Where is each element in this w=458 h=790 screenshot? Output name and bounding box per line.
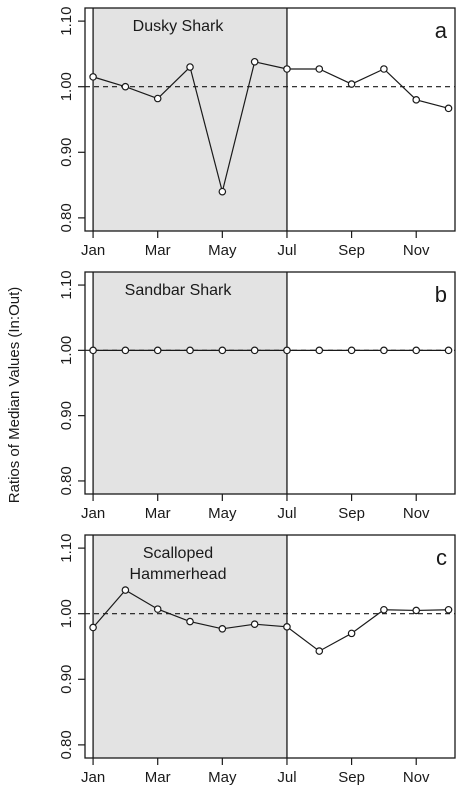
data-point [89, 623, 97, 632]
shaded-period [93, 272, 287, 494]
x-tick-label: Sep [338, 769, 365, 786]
x-tick-label: Mar [145, 769, 171, 786]
data-point [153, 94, 162, 103]
y-axis-label: Ratios of Median Values (In:Out) [6, 287, 23, 504]
plot-frame [84, 271, 456, 495]
data-point [121, 82, 130, 91]
series-line [92, 61, 449, 192]
data-point [186, 63, 194, 71]
x-tick-label: Jan [81, 505, 105, 522]
data-point [412, 606, 421, 615]
data-point [186, 346, 194, 355]
x-tick-label: Jul [277, 505, 296, 522]
x-tick-label: Jul [277, 242, 296, 259]
x-tick-label: Mar [145, 242, 171, 259]
x-tick-label: May [208, 505, 237, 522]
y-tick-label: 0.90 [58, 665, 75, 694]
y-tick-label: 1.00 [58, 72, 75, 101]
x-tick-label: May [208, 242, 237, 259]
x-tick-label: Jan [81, 242, 105, 259]
data-point [153, 605, 162, 613]
plot-frame [84, 534, 456, 759]
panel-letter: c [436, 545, 447, 570]
y-tick-label: 1.10 [58, 534, 75, 563]
data-point [121, 586, 130, 594]
panel-c: 0.80 0.90 1.00 1.10 Jan Mar May Jul Sep Nov Scallo… [58, 534, 456, 786]
data-point [347, 80, 356, 88]
panel-letter: b [435, 282, 447, 307]
x-tick-label: Sep [338, 242, 365, 259]
data-point [218, 624, 227, 633]
data-point [89, 73, 97, 81]
data-point [250, 57, 259, 66]
y-tick-label: 1.00 [58, 599, 75, 628]
data-point [153, 346, 162, 355]
x-tick-label: May [208, 769, 237, 786]
x-tick-label: Nov [403, 242, 430, 259]
data-point [347, 346, 356, 355]
y-tick-label: 0.80 [58, 730, 75, 759]
x-tick-label: Nov [403, 769, 430, 786]
data-point [283, 623, 291, 631]
data-point [315, 346, 324, 355]
shaded-period [93, 8, 287, 231]
data-point [444, 346, 453, 355]
shaded-period [93, 535, 287, 758]
panel-a: 0.80 0.90 1.00 1.10 Jan Mar May Jul Sep Nov Dusky … [58, 7, 456, 259]
y-tick-label: 1.10 [58, 7, 75, 36]
data-point [89, 346, 97, 355]
data-point [186, 617, 194, 626]
y-tick-label: 0.80 [58, 466, 75, 495]
data-point [412, 346, 421, 355]
data-point [218, 346, 227, 355]
panel-letter: a [435, 18, 448, 43]
plot-frame [84, 7, 456, 232]
data-point [121, 346, 130, 355]
y-tick-label: 1.00 [58, 336, 75, 365]
y-tick-label: 0.90 [58, 401, 75, 430]
species-label: Scalloped [143, 545, 213, 562]
species-label: Dusky Shark [133, 18, 225, 35]
panel-b: 0.80 0.90 1.00 1.10 Jan Mar May Jul Sep Nov Sandba… [58, 270, 456, 522]
x-tick-label: Jan [81, 769, 105, 786]
data-point [315, 65, 324, 73]
data-point [283, 65, 291, 73]
x-tick-label: Nov [403, 505, 430, 522]
species-label: Hammerhead [130, 566, 227, 583]
y-tick-label: 0.90 [58, 138, 75, 167]
data-point [444, 605, 453, 614]
x-tick-label: Sep [338, 505, 365, 522]
data-point [218, 187, 227, 196]
species-label: Sandbar Shark [125, 282, 233, 299]
x-tick-label: Mar [145, 505, 171, 522]
data-point [347, 629, 356, 638]
data-point [380, 65, 388, 73]
data-point [250, 620, 259, 629]
data-point [444, 104, 453, 113]
data-point [315, 647, 324, 655]
y-tick-label: 1.10 [58, 270, 75, 299]
y-tick-label: 0.80 [58, 203, 75, 232]
data-point [380, 346, 388, 355]
data-point [380, 605, 388, 614]
x-tick-label: Jul [277, 769, 296, 786]
data-point [283, 346, 291, 355]
data-point [412, 96, 421, 104]
series-line [92, 589, 449, 652]
data-point [250, 346, 259, 355]
